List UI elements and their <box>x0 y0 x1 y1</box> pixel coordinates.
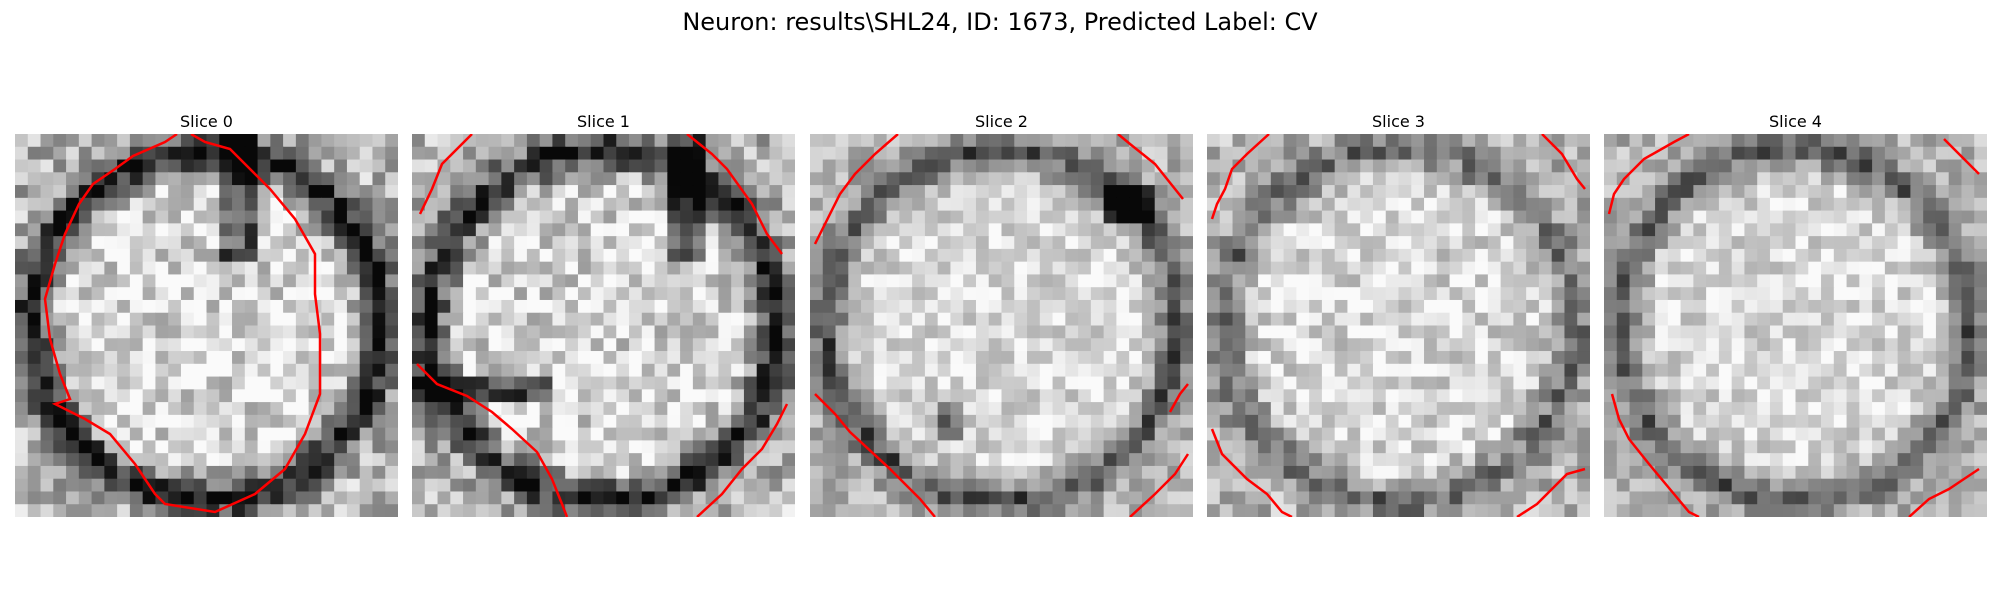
slice-title-2: Slice 2 <box>975 112 1028 131</box>
slice-image-1 <box>412 134 795 517</box>
contour-line <box>814 393 936 517</box>
contour-line <box>1129 453 1190 517</box>
contour-line <box>696 403 789 517</box>
contour-line <box>416 363 569 517</box>
slice-image-3 <box>1207 134 1590 517</box>
slice-title-3: Slice 3 <box>1372 112 1425 131</box>
contour-line <box>1117 134 1184 200</box>
slice-title-0: Slice 0 <box>180 112 233 131</box>
contour-line <box>1168 383 1189 413</box>
contour-line <box>1541 134 1586 190</box>
slice-panel-0: Slice 0 <box>15 110 398 517</box>
slice-image-2 <box>810 134 1193 517</box>
contour-line <box>1943 138 1980 175</box>
contour-line <box>418 134 473 215</box>
contour-line <box>686 134 783 255</box>
slice-panel-1: Slice 1 <box>412 110 795 517</box>
slice-panel-2: Slice 2 <box>810 110 1193 517</box>
slice-title-1: Slice 1 <box>577 112 630 131</box>
slice-panel-3: Slice 3 <box>1207 110 1590 517</box>
contour-line <box>1610 393 1700 517</box>
figure-title: Neuron: results\SHL24, ID: 1673, Predict… <box>682 8 1318 36</box>
slice-image-4 <box>1604 134 1987 517</box>
contour-line <box>813 134 899 245</box>
contour-line <box>1607 134 1690 215</box>
contour-line <box>1908 467 1980 517</box>
contour-line <box>1516 467 1586 517</box>
contour-line <box>43 134 322 514</box>
contour-line <box>1210 134 1270 220</box>
slice-panel-4: Slice 4 <box>1604 110 1987 517</box>
contour-line <box>1210 428 1293 517</box>
slice-image-0 <box>15 134 398 517</box>
slice-title-4: Slice 4 <box>1769 112 1822 131</box>
